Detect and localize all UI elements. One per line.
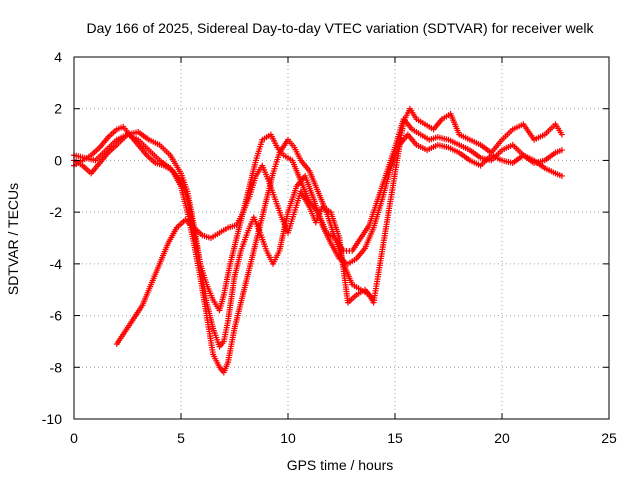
series-track-3 <box>71 105 565 376</box>
data-point <box>370 297 377 304</box>
x-tick-label: 20 <box>494 430 510 446</box>
series-track-2 <box>71 128 565 350</box>
y-axis-title: SDTVAR / TECUs <box>5 183 21 295</box>
x-tick-label: 0 <box>70 430 78 446</box>
series-track-4 <box>113 162 377 348</box>
x-tick-label: 25 <box>601 430 617 446</box>
data-points <box>71 105 565 376</box>
x-tick-label: 15 <box>387 430 403 446</box>
y-tick-label: 2 <box>54 101 62 117</box>
axes: 0 5 10 15 20 25 -10 -8 -6 -4 -2 0 2 4 <box>42 49 617 446</box>
data-point <box>558 172 565 179</box>
chart-title: Day 166 of 2025, Sidereal Day-to-day VTE… <box>86 20 594 36</box>
data-point <box>558 147 565 154</box>
y-tick-label: -6 <box>50 308 63 324</box>
plot-border <box>73 56 610 420</box>
y-tick-label: -2 <box>50 204 63 220</box>
x-tick-label: 10 <box>280 430 296 446</box>
y-tick-label: -8 <box>50 359 63 375</box>
y-tick-label: 4 <box>54 49 62 65</box>
data-point <box>558 131 565 138</box>
grid-lines <box>74 57 609 419</box>
y-tick-label: 0 <box>54 152 62 168</box>
y-tick-label: -10 <box>42 411 62 427</box>
y-tick-label: -4 <box>50 256 63 272</box>
x-axis-title: GPS time / hours <box>287 457 394 473</box>
x-tick-label: 5 <box>177 430 185 446</box>
